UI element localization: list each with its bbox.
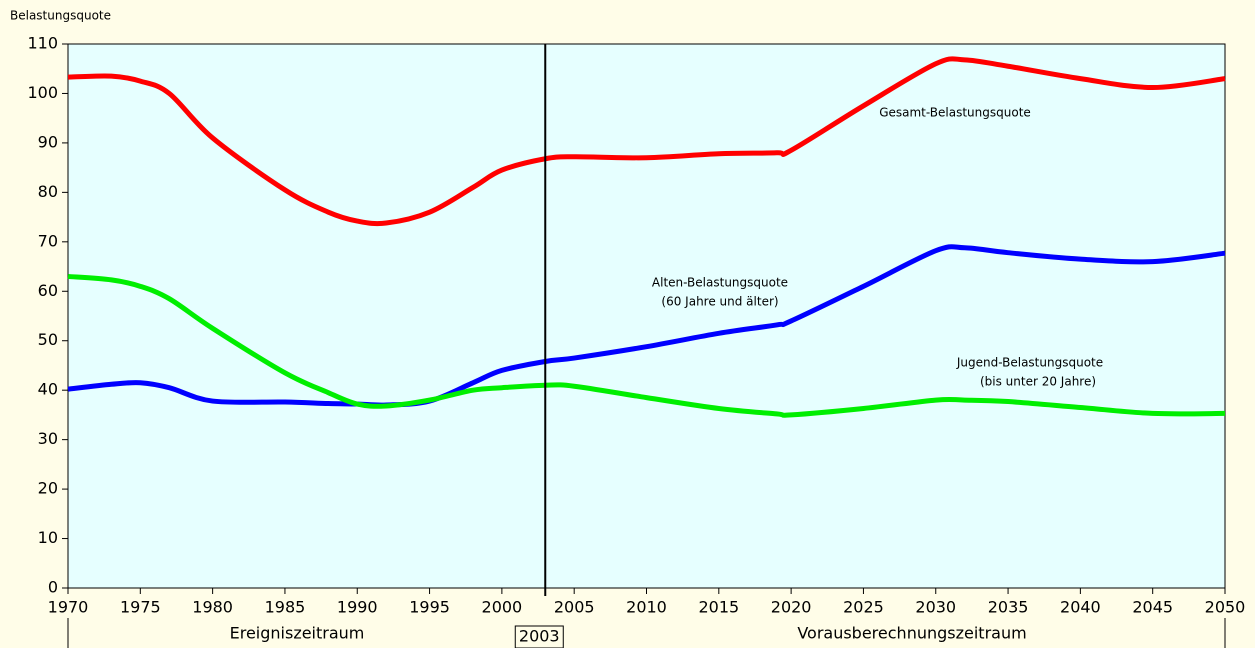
series-line — [67, 56, 1226, 227]
x-tick-label: 2005 — [554, 598, 595, 617]
y-tick-label: 50 — [38, 330, 58, 349]
x-tick-label: 2035 — [988, 598, 1029, 617]
x-tick-label: 2025 — [843, 598, 884, 617]
x-tick-label: 1970 — [48, 598, 89, 617]
y-tick-label: 0 — [48, 578, 58, 597]
series-label: Gesamt-Belastungsquote — [879, 106, 1031, 120]
x-tick-label: 2030 — [915, 598, 956, 617]
x-tick-label: 2000 — [482, 598, 523, 617]
x-tick-label: 2050 — [1205, 598, 1246, 617]
y-tick-label: 80 — [38, 182, 58, 201]
x-tick-label: 1995 — [409, 598, 450, 617]
x-tick-label: 1975 — [120, 598, 161, 617]
series-note: (bis unter 20 Jahre) — [980, 375, 1096, 389]
series-line — [67, 273, 1226, 418]
x-tick-label: 2045 — [1132, 598, 1173, 617]
series-label: Jugend-Belastungsquote — [956, 356, 1103, 370]
y-tick-label: 90 — [38, 132, 58, 151]
y-axis-label: Belastungsquote — [10, 9, 111, 23]
x-tick-label: 1985 — [265, 598, 306, 617]
period-label: Vorausberechnungszeitraum — [797, 624, 1026, 643]
series-line — [67, 244, 1226, 408]
x-tick-label: 1990 — [337, 598, 378, 617]
x-tick-label: 2040 — [1060, 598, 1101, 617]
series-note: (60 Jahre und älter) — [661, 295, 778, 309]
x-tick-label: 2020 — [771, 598, 812, 617]
y-tick-label: 30 — [38, 429, 58, 448]
y-tick-label: 10 — [38, 528, 58, 547]
plot-area — [67, 43, 1226, 589]
x-tick-label: 2015 — [698, 598, 739, 617]
period-label: Ereigniszeitraum — [230, 624, 365, 643]
x-tick-label: 2010 — [626, 598, 667, 617]
y-tick-label: 60 — [38, 281, 58, 300]
y-tick-label: 20 — [38, 479, 58, 498]
divider-label-box — [514, 625, 564, 648]
y-tick-label: 40 — [38, 380, 58, 399]
divider-label: 2003 — [519, 627, 560, 646]
y-tick-label: 100 — [27, 83, 58, 102]
y-tick-label: 110 — [27, 34, 58, 53]
y-tick-label: 70 — [38, 231, 58, 250]
x-tick-label: 1980 — [192, 598, 233, 617]
series-label: Alten-Belastungsquote — [652, 276, 788, 290]
